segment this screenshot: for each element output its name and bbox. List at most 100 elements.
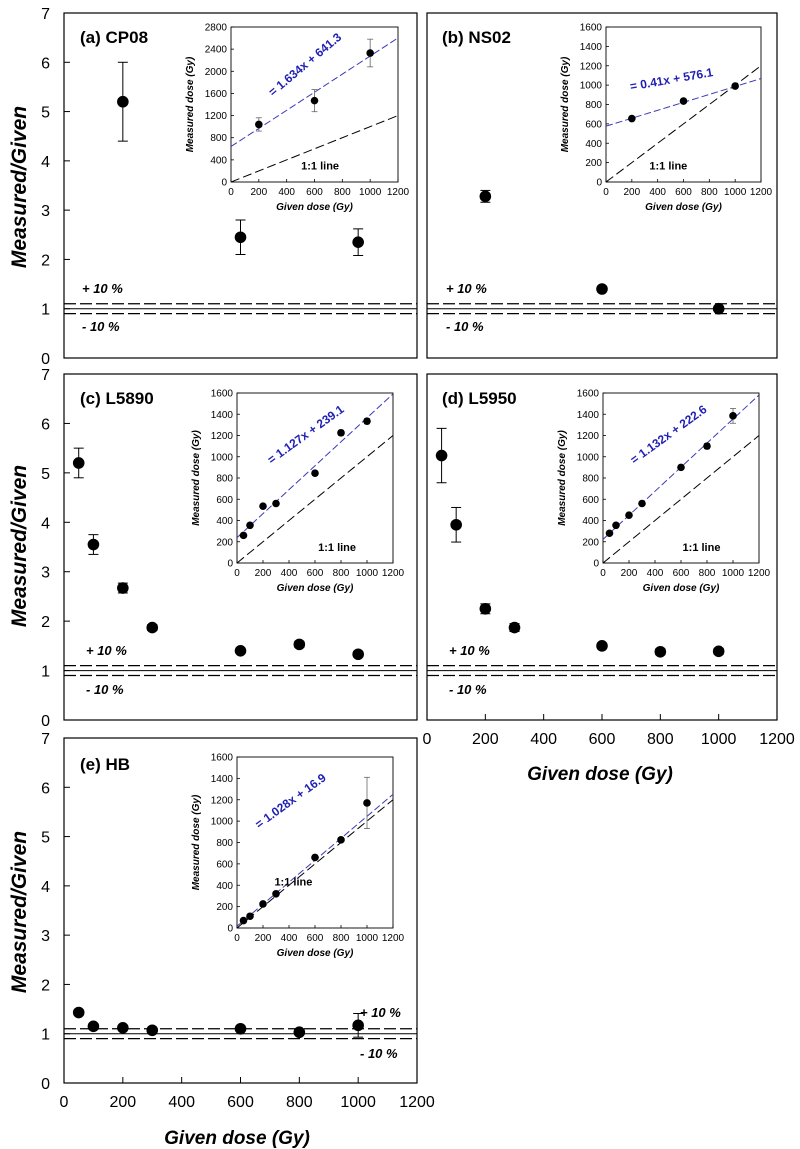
inset-data-point	[239, 531, 248, 540]
y-tick-label: 0	[41, 1076, 50, 1093]
y-axis-label-bottom: Measured/Given	[8, 831, 31, 993]
inset-data-point	[246, 521, 254, 530]
data-point	[146, 621, 159, 634]
inset-y-tick-label: 600	[585, 119, 602, 130]
inset-x-axis-label: Given dose (Gy)	[643, 583, 720, 594]
y-tick-label: 5	[41, 830, 50, 847]
inset-x-tick-label: 1200	[387, 187, 410, 198]
y-tick-label: 6	[41, 780, 50, 797]
inset-plot: 0 400 800 1200 1600 2000 2400 2800 0 200 400 600 800…	[185, 23, 410, 214]
x-axis-label-right: Given dose (Gy)	[527, 764, 673, 785]
inset-y-tick-label: 1600	[577, 389, 600, 400]
inset-y-tick-label: 800	[216, 838, 233, 849]
inset-y-axis-label: Measured dose (Gy)	[191, 794, 202, 890]
data-point	[352, 1019, 364, 1032]
inset-data-point	[259, 900, 267, 908]
inset-y-tick-label: 600	[216, 859, 233, 870]
data-point	[72, 457, 85, 469]
plus-ten-percent-label: + 10 %	[82, 281, 123, 296]
one-to-one-label: 1:1 line	[301, 161, 339, 173]
inset-y-tick-label: 1200	[211, 431, 234, 442]
inset-x-tick-label: 1000	[359, 187, 382, 198]
data-point	[293, 1026, 306, 1039]
inset-y-tick-label: 1000	[211, 817, 234, 828]
y-axis-label-middle: Measured/Given	[8, 465, 31, 627]
x-tick-label: 400	[530, 731, 557, 748]
inset-data-point	[259, 502, 267, 510]
data-point	[234, 645, 247, 657]
inset-y-tick-label: 200	[216, 902, 233, 913]
x-tick-label: 800	[647, 731, 674, 748]
inset-x-tick-label: 1000	[724, 187, 747, 198]
inset-data-point	[605, 529, 614, 538]
inset-data-point	[239, 916, 248, 925]
y-tick-label: 2	[41, 977, 50, 994]
data-point	[352, 236, 364, 248]
y-tick-label: 6	[41, 416, 50, 433]
inset-data-point	[272, 499, 280, 508]
inset-x-tick-label: 400	[281, 933, 298, 944]
panel-1: + 10 % - 10 % 0 1 2 3 4 5 6 7 (a) CP08 0 400 800 1200 1…	[41, 6, 418, 368]
y-tick-label: 7	[41, 6, 50, 23]
inset-y-tick-label: 1600	[211, 389, 234, 400]
inset-x-tick-label: 1000	[356, 933, 379, 944]
x-axis-label-bottom: Given dose (Gy)	[164, 1128, 310, 1149]
one-to-one-label: 1:1 line	[274, 876, 312, 888]
data-point	[435, 449, 448, 462]
plus-ten-percent-label: + 10 %	[449, 643, 490, 658]
panel-3: + 10 % - 10 % 0 1 2 3 4 5 6 7 (c) L5890 0 200 400 600 8…	[41, 367, 418, 730]
inset-y-tick-label: 1200	[580, 61, 603, 72]
inset-y-tick-label: 1400	[211, 774, 234, 785]
inset-y-tick-label: 600	[216, 495, 233, 506]
inset-x-tick-label: 0	[600, 568, 606, 579]
data-point	[117, 1022, 129, 1034]
y-tick-label: 1	[41, 664, 50, 681]
data-point	[87, 538, 100, 551]
inset-x-tick-label: 600	[673, 568, 690, 579]
one-to-one-line	[237, 435, 393, 563]
inset-y-tick-label: 1000	[211, 452, 234, 463]
inset-x-tick-label: 400	[649, 187, 666, 198]
inset-y-tick-label: 800	[585, 100, 602, 111]
inset-x-tick-label: 1200	[750, 187, 773, 198]
inset-y-tick-label: 1400	[211, 410, 234, 421]
inset-data-point	[272, 890, 280, 898]
y-tick-label: 5	[41, 466, 50, 483]
inset-y-axis-label: Measured dose (Gy)	[560, 56, 571, 152]
inset-y-tick-label: 0	[596, 178, 602, 189]
minus-ten-percent-label: - 10 %	[82, 319, 120, 334]
inset-x-tick-label: 1000	[722, 568, 745, 579]
inset-x-axis-label: Given dose (Gy)	[277, 948, 354, 959]
inset-x-tick-label: 200	[255, 568, 272, 579]
inset-data-point	[310, 96, 319, 105]
inset-y-tick-label: 2800	[205, 23, 228, 34]
inset-y-tick-label: 1000	[577, 452, 600, 463]
inset-x-tick-label: 600	[306, 187, 323, 198]
data-point	[234, 1022, 247, 1035]
inset-data-point	[363, 417, 371, 425]
one-to-one-label: 1:1 line	[683, 542, 721, 554]
x-tick-label: 1200	[759, 731, 795, 748]
data-point	[712, 302, 725, 315]
panel-2: + 10 %- 10 %(b) NS0202004006008001000120…	[426, 12, 778, 359]
inset-x-tick-label: 1200	[382, 933, 405, 944]
y-tick-label: 5	[41, 105, 50, 122]
data-point	[87, 1020, 100, 1033]
inset-y-tick-label: 200	[585, 158, 602, 169]
inset-x-tick-label: 200	[250, 187, 267, 198]
inset-y-tick-label: 2400	[205, 45, 228, 56]
x-tick-label: 0	[423, 731, 432, 748]
inset-data-point	[638, 499, 646, 508]
inset-x-tick-label: 800	[334, 187, 351, 198]
inset-data-point	[628, 114, 636, 123]
inset-x-tick-label: 0	[228, 187, 234, 198]
inset-x-tick-label: 0	[603, 187, 609, 198]
inset-y-tick-label: 0	[221, 178, 227, 189]
inset-y-tick-label: 600	[582, 495, 599, 506]
inset-x-axis-label: Given dose (Gy)	[645, 202, 722, 213]
inset-x-tick-label: 0	[234, 933, 240, 944]
